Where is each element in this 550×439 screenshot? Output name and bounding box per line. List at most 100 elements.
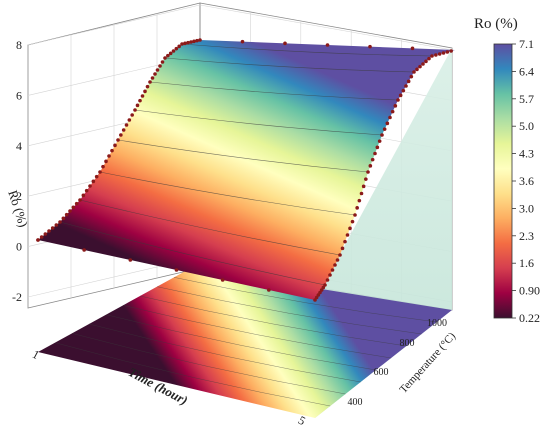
edge-point (143, 89, 147, 94)
edge-point (240, 39, 245, 44)
edge-point (189, 40, 193, 44)
surface-contour (59, 221, 326, 286)
z-tick-label: 6 (16, 88, 22, 102)
ro-surface (38, 40, 455, 300)
colorbar-tick-label: 4.3 (519, 147, 534, 161)
edge-point (330, 268, 335, 272)
edge-point (385, 121, 390, 126)
colorbar: Ro (%) 0.22 0.90 1.6 2.3 3.0 3.6 4.3 5.0 5.7 6.4 7… (474, 16, 540, 325)
edge-point (107, 154, 111, 158)
edge-point (138, 98, 142, 103)
colorbar-tick-label: 2.3 (519, 229, 534, 243)
colorbar-ticks: 0.22 0.90 1.6 2.3 3.0 3.6 4.3 5.0 5.7 6.4 7.1 (512, 37, 540, 325)
edge-point (160, 60, 165, 64)
surface-contour (181, 43, 433, 57)
edge-point (192, 39, 196, 44)
edge-point (430, 54, 434, 58)
edge-point (267, 288, 271, 292)
surface-contour (149, 81, 399, 101)
edge-point (366, 170, 370, 174)
edge-point (174, 268, 179, 272)
edge-point (375, 145, 380, 150)
edge-point (220, 278, 225, 282)
floor-contour (139, 295, 407, 347)
edge-point (104, 159, 108, 164)
edge-point (50, 226, 55, 230)
colorbar-tick-label: 6.4 (519, 64, 534, 78)
surface-contour (134, 109, 383, 136)
edge-point (58, 220, 62, 224)
edge-point (404, 84, 408, 88)
edge-point (382, 127, 387, 131)
colorbar-title: Ro (%) (474, 16, 518, 32)
edge-point (361, 184, 366, 189)
surface-contours (59, 43, 433, 286)
edge-point (110, 148, 114, 153)
edge-point (127, 118, 132, 122)
edge-point (323, 283, 327, 287)
edge-point (353, 213, 357, 217)
edge-point (328, 273, 332, 277)
edge-point (101, 164, 105, 169)
edge-point (355, 206, 359, 210)
edge-point (124, 123, 129, 127)
edge-point (348, 226, 352, 231)
edge-point (74, 201, 79, 206)
edge-point (119, 133, 123, 137)
edge-point (406, 79, 411, 84)
edge-points (36, 38, 453, 302)
edge-point (437, 52, 442, 56)
edge-point (449, 49, 453, 53)
edge-point (335, 258, 340, 262)
edge-point (91, 179, 96, 184)
edge-point (357, 198, 362, 203)
edge-point (198, 38, 202, 42)
y-tick-label: 600 (374, 367, 389, 378)
surface-contour (117, 139, 369, 173)
floor-contour (173, 277, 437, 323)
edge-point (98, 170, 102, 174)
edge-point (325, 43, 330, 47)
floor-projection (38, 268, 452, 418)
edge-point (424, 59, 428, 64)
surface-contour (164, 57, 415, 73)
edge-point (166, 53, 170, 58)
edge-point (177, 44, 181, 49)
edge-point (409, 74, 414, 79)
edge-point (133, 108, 137, 112)
floor-contour (122, 305, 392, 359)
edge-point (121, 128, 126, 132)
edge-point (158, 64, 162, 68)
edge-point (140, 94, 145, 98)
edge-point (153, 72, 157, 76)
edge-point (345, 233, 350, 237)
edge-point (401, 88, 406, 93)
edge-point (445, 50, 450, 54)
colorbar-tick-label: 5.0 (519, 119, 534, 133)
edge-point (368, 44, 372, 49)
edge-point (180, 42, 184, 46)
colorbar-tick-label: 5.7 (519, 92, 534, 106)
edge-point (54, 223, 59, 227)
edge-point (368, 164, 373, 168)
surface-contour (99, 171, 356, 216)
edge-point (398, 93, 403, 98)
edge-point (396, 98, 400, 102)
colorbar-tick-label: 3.0 (519, 201, 534, 215)
edge-point (373, 151, 377, 156)
y-tick-label: 1000 (427, 318, 447, 329)
edge-point (128, 258, 133, 262)
floor-contours (54, 277, 437, 407)
edge-point (325, 278, 330, 282)
floor-contour (71, 333, 346, 395)
edge-point (186, 40, 190, 45)
colorbar-bar (493, 43, 513, 319)
z-tick-label: 4 (16, 139, 22, 153)
edge-point (418, 64, 422, 69)
edge-point (130, 113, 134, 117)
z-tick-label: 0 (16, 240, 22, 254)
edge-point (163, 56, 167, 60)
edge-point (135, 103, 140, 108)
edge-point (393, 104, 398, 108)
